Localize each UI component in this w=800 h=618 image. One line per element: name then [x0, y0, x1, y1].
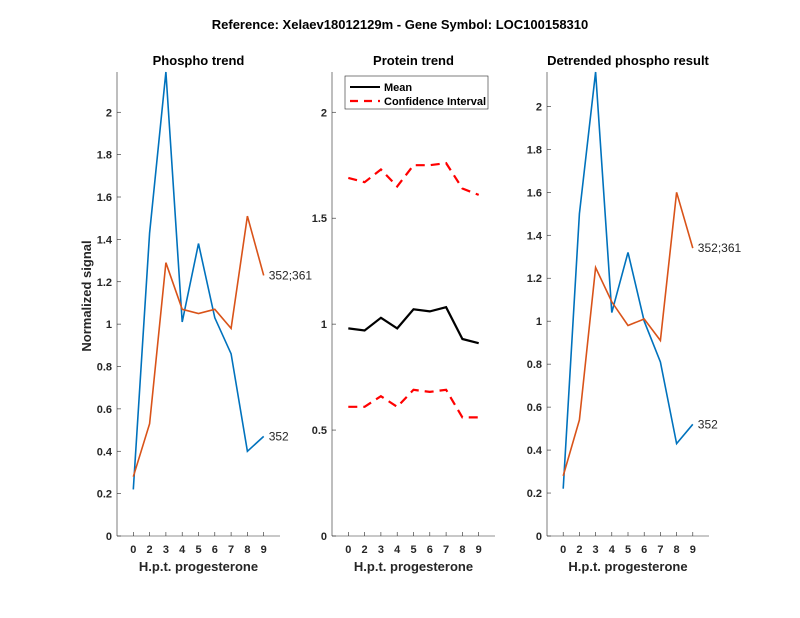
- subplot-title: Detrended phospho result: [547, 53, 709, 68]
- x-tick-label: 0: [345, 544, 351, 556]
- x-tick-label: 9: [476, 544, 482, 556]
- series-end-label: 352: [698, 417, 718, 431]
- subplot-title: Protein trend: [373, 53, 454, 68]
- x-tick-label: 0: [130, 544, 136, 556]
- x-tick-label: 5: [410, 544, 416, 556]
- x-axis-label: H.p.t. progesterone: [354, 559, 473, 574]
- x-tick-label: 8: [674, 544, 680, 556]
- y-tick-label: 0.5: [312, 425, 327, 437]
- y-tick-label: 1.5: [312, 213, 327, 225]
- y-tick-label: 0.6: [527, 402, 542, 414]
- y-tick-label: 0.8: [527, 359, 542, 371]
- x-tick-label: 7: [657, 544, 663, 556]
- y-tick-label: 1.6: [97, 192, 112, 204]
- y-tick-label: 0: [321, 531, 327, 543]
- subplot-title: Phospho trend: [153, 53, 245, 68]
- x-tick-label: 5: [625, 544, 631, 556]
- series-line-352-361: [132, 215, 265, 477]
- y-tick-label: 1.8: [97, 150, 112, 162]
- y-tick-label: 2: [106, 107, 112, 119]
- series-line-352: [562, 71, 694, 489]
- y-tick-label: 1.2: [97, 277, 112, 289]
- x-tick-label: 9: [690, 544, 696, 556]
- x-tick-label: 4: [179, 544, 186, 556]
- y-tick-label: 1: [536, 316, 542, 328]
- y-tick-label: 2: [536, 101, 542, 113]
- legend-entry: Confidence Interval: [384, 96, 486, 108]
- x-tick-label: 7: [228, 544, 234, 556]
- x-tick-label: 2: [576, 544, 582, 556]
- y-tick-label: 0: [536, 531, 542, 543]
- series-line-352-361: [562, 192, 694, 477]
- x-tick-label: 2: [147, 544, 153, 556]
- series-line-352: [132, 71, 265, 490]
- legend-box: [344, 75, 489, 110]
- x-tick-label: 9: [261, 544, 267, 556]
- detrended-phospho-panel: Detrended phospho result 0 0.2 0.4 0.6 0.8 1 1.…: [527, 53, 742, 574]
- x-tick-label: 3: [593, 544, 599, 556]
- x-tick-label: 8: [244, 544, 250, 556]
- y-tick-label: 1.2: [527, 273, 542, 285]
- series-line-mean: [348, 305, 479, 345]
- x-tick-label: 2: [362, 544, 368, 556]
- x-tick-label: 6: [427, 544, 433, 556]
- y-tick-label: 1: [106, 319, 112, 331]
- x-tick-label: 7: [443, 544, 449, 556]
- y-tick-label: 0.4: [527, 445, 543, 457]
- y-tick-label: 1.4: [527, 230, 543, 242]
- x-tick-label: 8: [459, 544, 465, 556]
- legend: Mean Confidence Interval: [344, 75, 489, 110]
- y-tick-label: 0.2: [97, 489, 112, 501]
- figure-title: Reference: Xelaev18012129m - Gene Symbol…: [212, 17, 589, 32]
- y-tick-label: 0: [106, 531, 112, 543]
- x-tick-label: 6: [641, 544, 647, 556]
- legend-entry: Mean: [384, 82, 412, 94]
- x-tick-label: 5: [195, 544, 201, 556]
- y-axis-label: Normalized signal: [79, 240, 94, 351]
- y-tick-label: 1.8: [527, 144, 542, 156]
- x-tick-label: 0: [560, 544, 566, 556]
- series-end-label: 352;361: [269, 268, 313, 282]
- y-tick-label: 0.2: [527, 488, 542, 500]
- x-tick-label: 3: [378, 544, 384, 556]
- x-tick-label: 4: [609, 544, 616, 556]
- x-axis-label: H.p.t. progesterone: [568, 559, 687, 574]
- x-tick-label: 6: [212, 544, 218, 556]
- y-tick-label: 0.4: [97, 446, 113, 458]
- y-tick-label: 1.6: [527, 187, 542, 199]
- phospho-trend-panel: Phospho trend 0 0.2 0.4 0.6 0.8 1 1.2 1.4 1.6 1.8 2…: [79, 53, 312, 574]
- series-end-label: 352: [269, 429, 289, 443]
- y-tick-label: 1: [321, 319, 327, 331]
- x-tick-label: 4: [394, 544, 401, 556]
- y-tick-label: 2: [321, 107, 327, 119]
- x-tick-label: 3: [163, 544, 169, 556]
- y-tick-label: 0.6: [97, 404, 112, 416]
- series-end-label: 352;361: [698, 241, 742, 255]
- x-axis-label: H.p.t. progesterone: [139, 559, 258, 574]
- series-line-confidence-interval: [348, 388, 479, 419]
- y-tick-label: 1.4: [97, 234, 113, 246]
- y-tick-label: 0.8: [97, 362, 112, 374]
- series-line-confidence-interval: [348, 161, 480, 196]
